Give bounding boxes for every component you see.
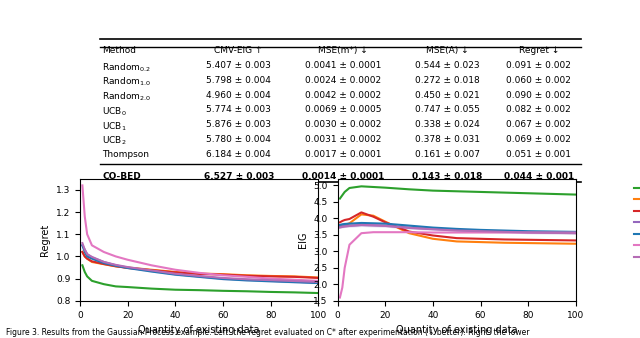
X-axis label: Quantity of existing data: Quantity of existing data (138, 325, 260, 335)
Text: 0.747 ± 0.055: 0.747 ± 0.055 (415, 105, 479, 114)
Text: 6.184 ± 0.004: 6.184 ± 0.004 (206, 149, 271, 159)
Text: 0.544 ± 0.023: 0.544 ± 0.023 (415, 61, 479, 70)
Text: 0.450 ± 0.021: 0.450 ± 0.021 (415, 91, 479, 100)
Text: MSE(A) ↓: MSE(A) ↓ (426, 46, 468, 55)
Text: CMV-EIG ↑: CMV-EIG ↑ (214, 46, 263, 55)
Text: 0.060 ± 0.002: 0.060 ± 0.002 (506, 76, 572, 85)
Text: Random$_{1.0}$: Random$_{1.0}$ (102, 76, 152, 88)
Text: 0.0014 ± 0.0001: 0.0014 ± 0.0001 (301, 172, 384, 182)
Text: 5.798 ± 0.004: 5.798 ± 0.004 (206, 76, 271, 85)
Text: 5.780 ± 0.004: 5.780 ± 0.004 (206, 135, 271, 144)
Text: 5.407 ± 0.003: 5.407 ± 0.003 (206, 61, 271, 70)
Text: 0.0030 ± 0.0002: 0.0030 ± 0.0002 (305, 120, 381, 129)
Text: 0.0017 ± 0.0001: 0.0017 ± 0.0001 (305, 149, 381, 159)
Text: 0.0042 ± 0.0002: 0.0042 ± 0.0002 (305, 91, 381, 100)
Text: 0.0031 ± 0.0002: 0.0031 ± 0.0002 (305, 135, 381, 144)
Text: 0.272 ± 0.018: 0.272 ± 0.018 (415, 76, 479, 85)
Text: 0.082 ± 0.002: 0.082 ± 0.002 (506, 105, 571, 114)
Text: 0.161 ± 0.007: 0.161 ± 0.007 (415, 149, 479, 159)
Text: 0.338 ± 0.024: 0.338 ± 0.024 (415, 120, 479, 129)
Text: 0.069 ± 0.002: 0.069 ± 0.002 (506, 135, 572, 144)
X-axis label: Quantity of existing data: Quantity of existing data (396, 325, 518, 335)
Text: UCB$_0$: UCB$_0$ (102, 105, 127, 118)
Text: 0.0041 ± 0.0001: 0.0041 ± 0.0001 (305, 61, 381, 70)
Y-axis label: Regret: Regret (40, 224, 51, 256)
Text: 0.0024 ± 0.0002: 0.0024 ± 0.0002 (305, 76, 381, 85)
Text: Random$_{0.2}$: Random$_{0.2}$ (102, 61, 151, 74)
Text: 0.091 ± 0.002: 0.091 ± 0.002 (506, 61, 572, 70)
Text: 4.960 ± 0.004: 4.960 ± 0.004 (206, 91, 271, 100)
Y-axis label: EIG: EIG (298, 232, 308, 248)
Text: UCB$_1$: UCB$_1$ (102, 120, 127, 132)
Text: 0.0069 ± 0.0005: 0.0069 ± 0.0005 (305, 105, 381, 114)
Text: Thompson: Thompson (102, 149, 149, 159)
Text: Regret ↓: Regret ↓ (518, 46, 559, 55)
Text: Random$_{2.0}$: Random$_{2.0}$ (102, 91, 152, 103)
Text: 0.090 ± 0.002: 0.090 ± 0.002 (506, 91, 572, 100)
Text: 0.067 ± 0.002: 0.067 ± 0.002 (506, 120, 572, 129)
Legend: CO-BED, LEVI, LEVI + LP, Random, Thompson, UCB1, UCB1 + LP: CO-BED, LEVI, LEVI + LP, Random, Thompso… (373, 180, 445, 265)
Text: 5.774 ± 0.003: 5.774 ± 0.003 (206, 105, 271, 114)
Text: Figure 3. Results from the Gaussian Process example. Left: the regret evaluated : Figure 3. Results from the Gaussian Proc… (6, 328, 530, 337)
Text: UCB$_2$: UCB$_2$ (102, 135, 127, 147)
Text: CO-BED: CO-BED (102, 172, 141, 182)
Text: MSE(m*) ↓: MSE(m*) ↓ (318, 46, 368, 55)
Text: Method: Method (102, 46, 136, 55)
Legend: CO-BED, LEVI, LEVI + LP, Random, Thompson, UCB1, UCB1 + LP: CO-BED, LEVI, LEVI + LP, Random, Thompso… (630, 180, 640, 265)
Text: 5.876 ± 0.003: 5.876 ± 0.003 (206, 120, 271, 129)
Text: 0.044 ± 0.001: 0.044 ± 0.001 (504, 172, 574, 182)
Text: 0.051 ± 0.001: 0.051 ± 0.001 (506, 149, 572, 159)
Text: 6.527 ± 0.003: 6.527 ± 0.003 (204, 172, 274, 182)
Text: 0.143 ± 0.018: 0.143 ± 0.018 (412, 172, 482, 182)
Text: 0.378 ± 0.031: 0.378 ± 0.031 (415, 135, 479, 144)
